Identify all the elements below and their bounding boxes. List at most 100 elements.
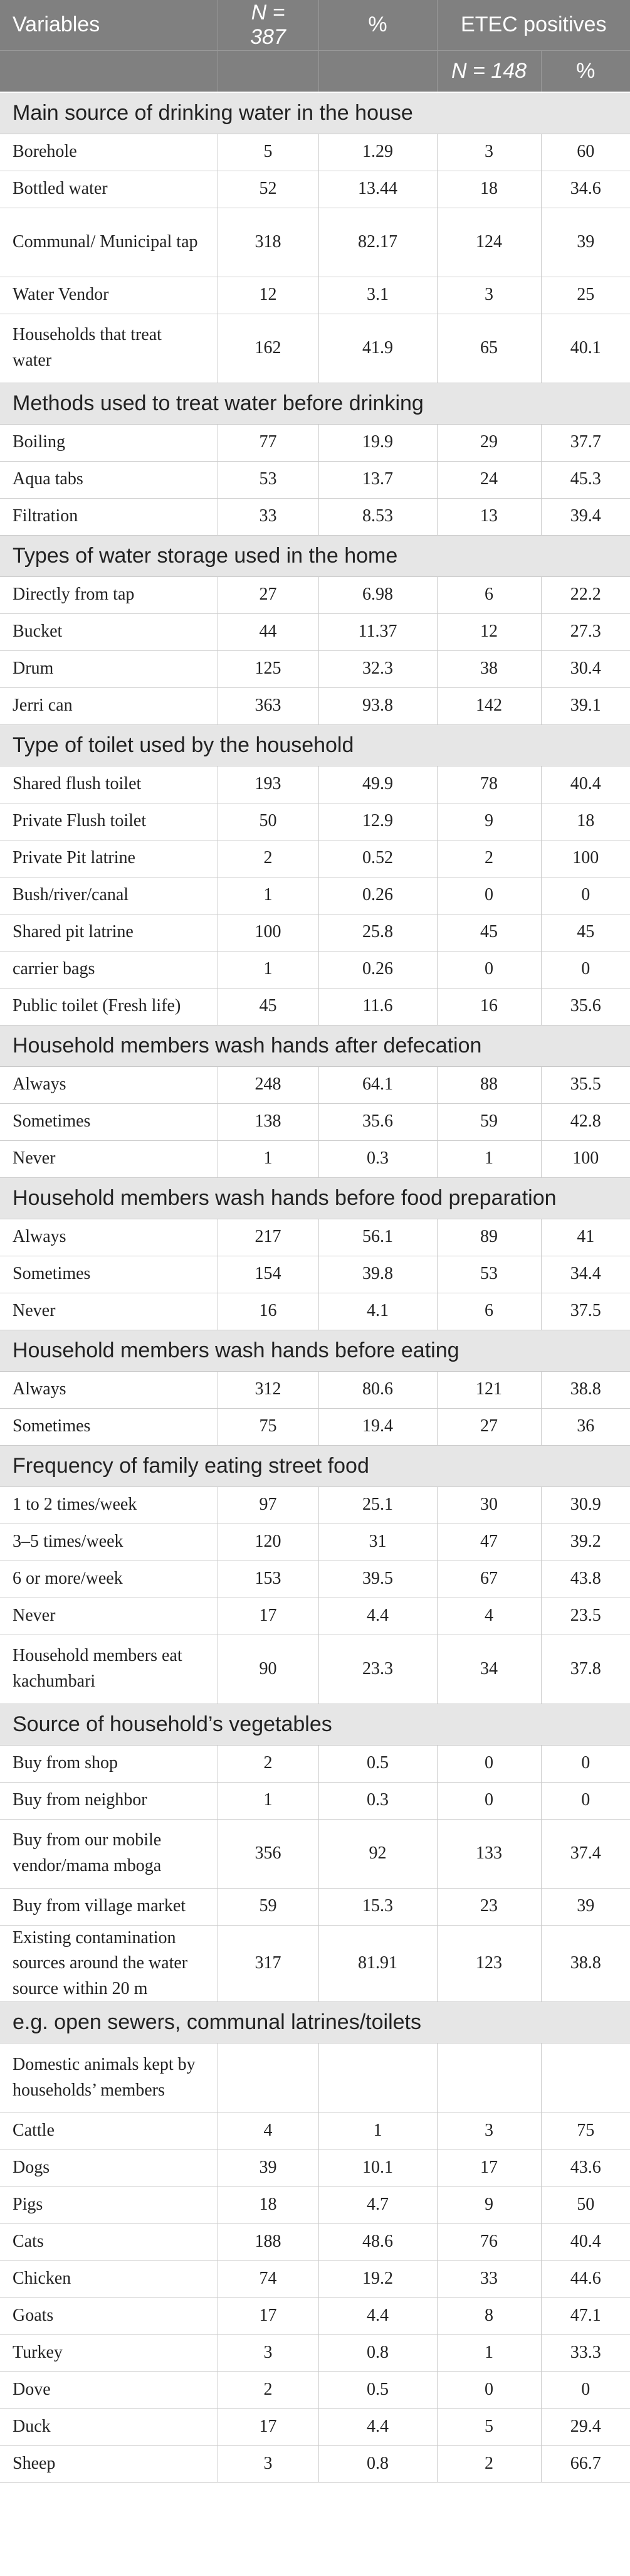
cell-etec-n: 34 [436, 1635, 541, 1704]
cell-n: 59 [217, 1888, 318, 1926]
table-row: Chicken 74 19.2 33 44.6 [0, 2260, 630, 2298]
cell-pct: 0.3 [318, 1140, 437, 1178]
row-label: Existing contamination sources around th… [0, 1925, 218, 2003]
cell-etec-n: 76 [436, 2223, 541, 2261]
cell-etec-n: 8 [436, 2297, 541, 2335]
cell-etec-pct: 35.6 [540, 988, 630, 1026]
cell-n: 248 [217, 1066, 318, 1104]
table-row: Directly from tap 27 6.98 6 22.2 [0, 576, 630, 614]
section-title: Types of water storage used in the home [0, 534, 630, 577]
section-title: Methods used to treat water before drink… [0, 382, 630, 425]
cell-etec-pct: 40.4 [540, 2223, 630, 2261]
cell-pct: 48.6 [318, 2223, 437, 2261]
section-title: Household members wash hands before food… [0, 1177, 630, 1219]
table-row: Water Vendor 12 3.1 3 25 [0, 277, 630, 314]
table-row: 1 to 2 times/week 97 25.1 30 30.9 [0, 1487, 630, 1524]
cell-pct: 4.4 [318, 2408, 437, 2446]
cell-pct: 0.26 [318, 951, 437, 989]
cell-etec-n: 88 [436, 1066, 541, 1104]
cell-etec-pct: 41 [540, 1219, 630, 1256]
cell-pct: 82.17 [318, 208, 437, 277]
cell-etec-pct: 50 [540, 2186, 630, 2224]
cell-etec-n: 3 [436, 277, 541, 314]
row-label: Bucket [0, 613, 218, 651]
table-row: Domestic animals kept by households’ mem… [0, 2043, 630, 2113]
table-row: Duck 17 4.4 5 29.4 [0, 2408, 630, 2446]
table-row: Pigs 18 4.7 9 50 [0, 2186, 630, 2224]
cell-n: 45 [217, 988, 318, 1026]
row-label: Jerri can [0, 687, 218, 725]
cell-pct: 10.1 [318, 2149, 437, 2187]
row-label: Cattle [0, 2112, 218, 2150]
cell-etec-n: 89 [436, 1219, 541, 1256]
table-row: Bottled water 52 13.44 18 34.6 [0, 171, 630, 208]
row-label: Households that treat water [0, 314, 218, 383]
row-label: Buy from shop [0, 1745, 218, 1783]
row-label: Household members eat kachumbari [0, 1635, 218, 1704]
row-label: Domestic animals kept by households’ mem… [0, 2043, 218, 2113]
cell-pct: 64.1 [318, 1066, 437, 1104]
cell-pct: 0.52 [318, 840, 437, 877]
table-row: carrier bags 1 0.26 0 0 [0, 951, 630, 989]
section-header: Source of household’s vegetables [0, 1703, 630, 1746]
table-row: Sometimes 138 35.6 59 42.8 [0, 1103, 630, 1141]
section-header: Type of toilet used by the household [0, 724, 630, 766]
cell-etec-pct: 44.6 [540, 2260, 630, 2298]
row-label: Dove [0, 2371, 218, 2409]
cell-etec-pct: 34.6 [540, 171, 630, 208]
section-header: Household members wash hands before eati… [0, 1329, 630, 1372]
table-row: Drum 125 32.3 38 30.4 [0, 650, 630, 688]
table-row: Dove 2 0.5 0 0 [0, 2371, 630, 2409]
section-header: Household members wash hands after defec… [0, 1024, 630, 1067]
cell-n: 75 [217, 1408, 318, 1446]
cell-etec-n: 0 [436, 877, 541, 914]
row-label: Chicken [0, 2260, 218, 2298]
table-row: 3–5 times/week 120 31 47 39.2 [0, 1524, 630, 1561]
table-row: Households that treat water 162 41.9 65 40.1 [0, 314, 630, 383]
cell-pct: 25.8 [318, 914, 437, 951]
section-header: Frequency of family eating street food [0, 1444, 630, 1487]
header-blank [217, 50, 318, 93]
cell-etec-pct: 38.8 [540, 1925, 630, 2003]
row-label: Borehole [0, 134, 218, 171]
cell-etec-n: 16 [436, 988, 541, 1026]
cell-pct: 11.6 [318, 988, 437, 1026]
cell-n: 18 [217, 2186, 318, 2224]
header-row-2: N = 148 % [0, 50, 630, 93]
row-label: Sometimes [0, 1256, 218, 1293]
cell-etec-pct: 33.3 [540, 2334, 630, 2372]
row-label: Shared flush toilet [0, 766, 218, 803]
cell-n: 154 [217, 1256, 318, 1293]
table-row: Turkey 3 0.8 1 33.3 [0, 2334, 630, 2372]
cell-etec-n: 124 [436, 208, 541, 277]
cell-n: 193 [217, 766, 318, 803]
row-label: Bush/river/canal [0, 877, 218, 914]
cell-n [217, 2043, 318, 2113]
table-header: Variables N = 387 % ETEC positives N = 1… [0, 0, 630, 93]
row-label: Always [0, 1066, 218, 1104]
table-row: Sheep 3 0.8 2 66.7 [0, 2445, 630, 2483]
cell-etec-pct: 0 [540, 1745, 630, 1783]
row-label: Sheep [0, 2445, 218, 2483]
cell-pct: 1 [318, 2112, 437, 2150]
cell-pct: 0.26 [318, 877, 437, 914]
cell-etec-pct: 39.4 [540, 498, 630, 536]
cell-etec-n: 18 [436, 171, 541, 208]
row-label: Always [0, 1371, 218, 1409]
row-label: carrier bags [0, 951, 218, 989]
cell-etec-n: 133 [436, 1819, 541, 1889]
table-body: Main source of drinking water in the hou… [0, 92, 630, 2483]
cell-n: 2 [217, 1745, 318, 1783]
cell-pct: 11.37 [318, 613, 437, 651]
cell-etec-n: 67 [436, 1561, 541, 1598]
cell-etec-pct: 0 [540, 951, 630, 989]
row-label: Turkey [0, 2334, 218, 2372]
section-title: Household members wash hands after defec… [0, 1024, 630, 1067]
cell-n: 74 [217, 2260, 318, 2298]
cell-n: 317 [217, 1925, 318, 2003]
cell-pct: 13.7 [318, 461, 437, 499]
cell-n: 33 [217, 498, 318, 536]
cell-pct: 15.3 [318, 1888, 437, 1926]
table-row: Buy from our mobile vendor/mama mboga 356… [0, 1819, 630, 1889]
row-label: Private Pit latrine [0, 840, 218, 877]
